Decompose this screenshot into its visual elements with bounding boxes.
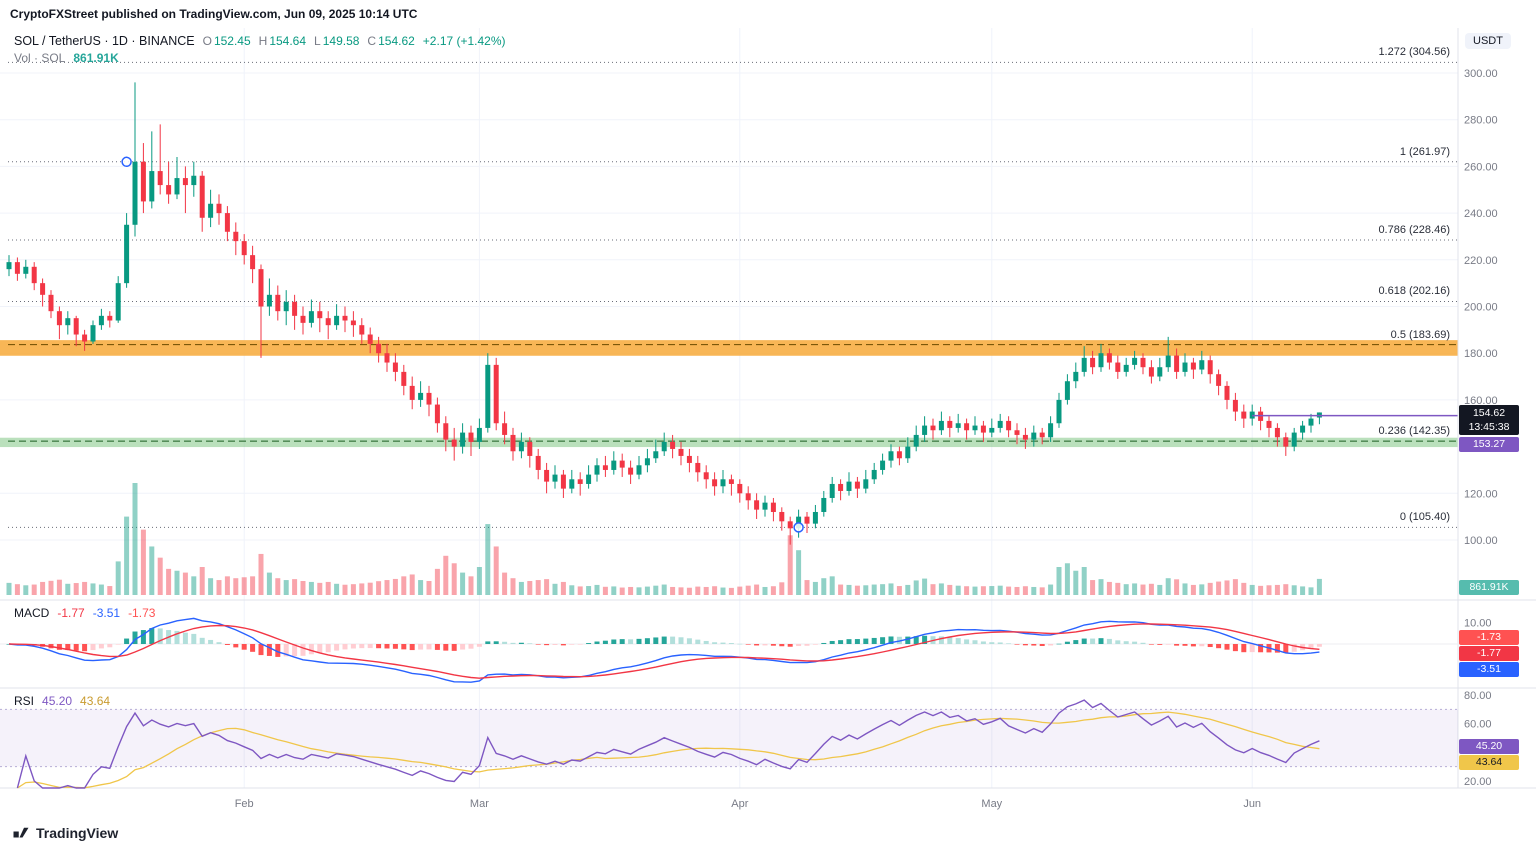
price-axis-tick: 300.00	[1464, 68, 1498, 80]
tradingview-logo-icon	[13, 827, 29, 837]
rsi-axis-tick: 80.00	[1464, 690, 1492, 702]
macd-axis-tick: 10.00	[1464, 617, 1492, 629]
time-axis-month-label: Apr	[731, 798, 748, 810]
rsi-ma-badge: 43.64	[1459, 755, 1519, 770]
macd-legend: MACD -1.77 -3.51 -1.73	[14, 606, 155, 620]
price-axis-tick: 160.00	[1464, 395, 1498, 407]
current-price: 154.62	[1472, 407, 1506, 419]
volume-label: Vol · SOL	[14, 51, 66, 65]
price-axis-tick: 120.00	[1464, 488, 1498, 500]
macd-line-value: -3.51	[92, 606, 121, 620]
rsi-axis-tick: 20.00	[1464, 776, 1492, 788]
time-axis-month-label: May	[981, 798, 1002, 810]
ohlc-high: H 154.64	[259, 34, 306, 48]
macd-signal-line	[8, 623, 1320, 679]
volume-legend: Vol · SOL 861.91K	[14, 51, 119, 65]
attribution-bar: CryptoFXStreet published on TradingView.…	[0, 0, 1536, 28]
rsi-legend: RSI 45.20 43.64	[14, 694, 110, 708]
open-value: 152.45	[213, 34, 251, 48]
close-value: 154.62	[378, 34, 415, 48]
ohlc-close: C 154.62	[367, 34, 414, 48]
price-axis-tick: 260.00	[1464, 161, 1498, 173]
fib-anchor-handle[interactable]	[121, 156, 132, 168]
change-value: +2.17 (+1.42%)	[422, 34, 506, 48]
close-label: C	[367, 34, 377, 48]
fib-level-label: 0.5 (183.69)	[1390, 328, 1450, 341]
fib-level-label: 0 (105.40)	[1399, 511, 1450, 524]
high-label: H	[258, 34, 268, 48]
low-label: L	[314, 34, 321, 48]
macd-histogram-badge: -1.77	[1459, 646, 1519, 661]
rsi-ma-value: 43.64	[80, 694, 111, 708]
price-axis-tick: 100.00	[1464, 535, 1498, 547]
attribution-text: CryptoFXStreet published on TradingView.…	[10, 7, 418, 21]
chart-region: 300.00 280.00 260.00 240.00 220.00 200.00 180.…	[0, 28, 1536, 818]
macd-histogram-value: -1.77	[57, 606, 85, 620]
price-axis-tick: 220.00	[1464, 255, 1498, 267]
fib-level-label: 1 (261.97)	[1399, 145, 1450, 158]
time-axis-month-label: Feb	[235, 798, 254, 810]
rsi-line	[16, 699, 1320, 789]
time-axis-month-label: Jun	[1243, 798, 1261, 810]
price-axis-tick: 180.00	[1464, 348, 1498, 360]
macd-line	[8, 617, 1320, 683]
tradingview-logo[interactable]: TradingView	[12, 824, 118, 842]
macd-line-badge: -3.51	[1459, 662, 1519, 677]
volume-series	[6, 483, 1322, 595]
price-axis-tick: 240.00	[1464, 208, 1498, 220]
high-value: 154.64	[269, 34, 307, 48]
tradingview-logo-text: TradingView	[36, 824, 119, 841]
ohlc-open: O 152.45	[203, 34, 251, 48]
fib-anchor-handle[interactable]	[793, 522, 804, 533]
time-axis[interactable]	[0, 788, 1536, 818]
rsi-value: 45.20	[42, 694, 73, 708]
volume-value: 861.91K	[73, 51, 119, 65]
price-axis-currency-button[interactable]: USDT	[1465, 33, 1511, 49]
rsi-value-badge: 45.20	[1459, 739, 1519, 754]
open-label: O	[202, 34, 212, 48]
macd-signal-badge: -1.73	[1459, 630, 1519, 645]
current-price-badge: 154.62 13:45:38	[1459, 405, 1519, 435]
rsi-label[interactable]: RSI	[14, 694, 35, 708]
time-axis-month-label: Mar	[470, 798, 489, 810]
fib-retracement-drawing[interactable]	[0, 61, 1458, 528]
rsi-ma-line	[17, 711, 1320, 789]
fib-level-label: 0.786 (228.46)	[1378, 224, 1450, 237]
footer: TradingView	[0, 818, 1536, 847]
candlestick-series	[6, 82, 1322, 545]
fib-level-label: 0.618 (202.16)	[1378, 285, 1450, 298]
symbol-title[interactable]: SOL / TetherUS · 1D · BINANCE	[14, 34, 195, 48]
volume-badge: 861.91K	[1459, 580, 1519, 595]
ohlc-low: L 149.58	[314, 34, 359, 48]
price-axis-tick: 200.00	[1464, 302, 1498, 314]
fib-level-label: 1.272 (304.56)	[1378, 46, 1450, 59]
low-value: 149.58	[322, 34, 360, 48]
macd-label[interactable]: MACD	[14, 606, 50, 620]
macd-histogram	[6, 628, 1322, 657]
fib-level-label: 0.236 (142.35)	[1378, 425, 1450, 438]
macd-signal-value: -1.73	[128, 606, 156, 620]
chart-canvas[interactable]: 300.00 280.00 260.00 240.00 220.00 200.00 180.…	[0, 28, 1536, 818]
price-axis-tick: 280.00	[1464, 115, 1498, 127]
rsi-axis-tick: 60.00	[1464, 719, 1492, 731]
bar-countdown: 13:45:38	[1468, 421, 1510, 433]
drawing-price-badge: 153.27	[1459, 437, 1519, 452]
